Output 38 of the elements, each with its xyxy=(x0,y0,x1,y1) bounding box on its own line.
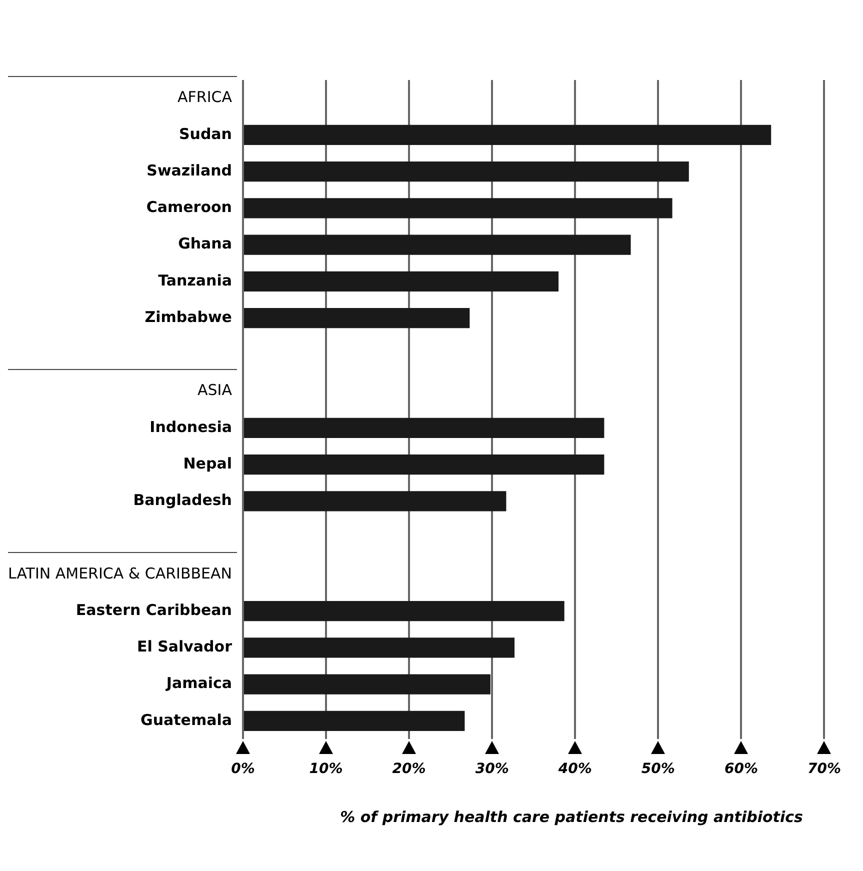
bar xyxy=(244,161,689,182)
x-tick-label: 20% xyxy=(392,761,426,778)
y-tick-label: Eastern Caribbean xyxy=(76,600,232,619)
y-tick-label: LATIN AMERICA & CARIBBEAN xyxy=(8,564,232,582)
y-tick-label: Ghana xyxy=(178,234,232,253)
y-tick-label: Swaziland xyxy=(146,161,232,180)
bar xyxy=(244,710,465,731)
x-axis-title: % of primary health care patients receiving antibiotics xyxy=(339,808,804,826)
bar xyxy=(244,198,672,218)
y-tick-label: Bangladesh xyxy=(133,491,232,510)
bar xyxy=(244,491,506,512)
y-tick-label: Tanzania xyxy=(158,271,232,290)
x-tick-label: 0% xyxy=(231,761,255,778)
y-tick-label: Sudan xyxy=(178,124,232,143)
x-tick-label: 30% xyxy=(475,761,509,778)
y-tick-label: Zimbabwe xyxy=(144,308,232,326)
y-tick-label: El Salvador xyxy=(136,638,233,656)
x-tick-label: 60% xyxy=(724,761,758,778)
bar xyxy=(244,271,559,292)
x-tick-label: 70% xyxy=(807,761,842,778)
bar xyxy=(244,454,604,475)
bar xyxy=(244,674,490,694)
y-tick-label: Guatemala xyxy=(140,710,232,729)
bar xyxy=(244,124,772,146)
bar xyxy=(244,308,470,328)
x-tick-label: 50% xyxy=(641,761,675,778)
y-tick-label: Indonesia xyxy=(150,418,232,436)
bar xyxy=(244,234,631,255)
x-tick-label: 10% xyxy=(309,761,343,778)
y-tick-label: Cameroon xyxy=(146,198,232,216)
y-tick-label: AFRICA xyxy=(178,88,233,106)
y-tick-label: ASIA xyxy=(198,381,233,400)
x-tick-label: 40% xyxy=(557,761,592,778)
y-tick-label: Nepal xyxy=(183,454,232,472)
bar xyxy=(244,638,515,658)
bar xyxy=(244,418,604,438)
bar xyxy=(244,600,564,622)
y-tick-label: Jamaica xyxy=(165,674,232,692)
